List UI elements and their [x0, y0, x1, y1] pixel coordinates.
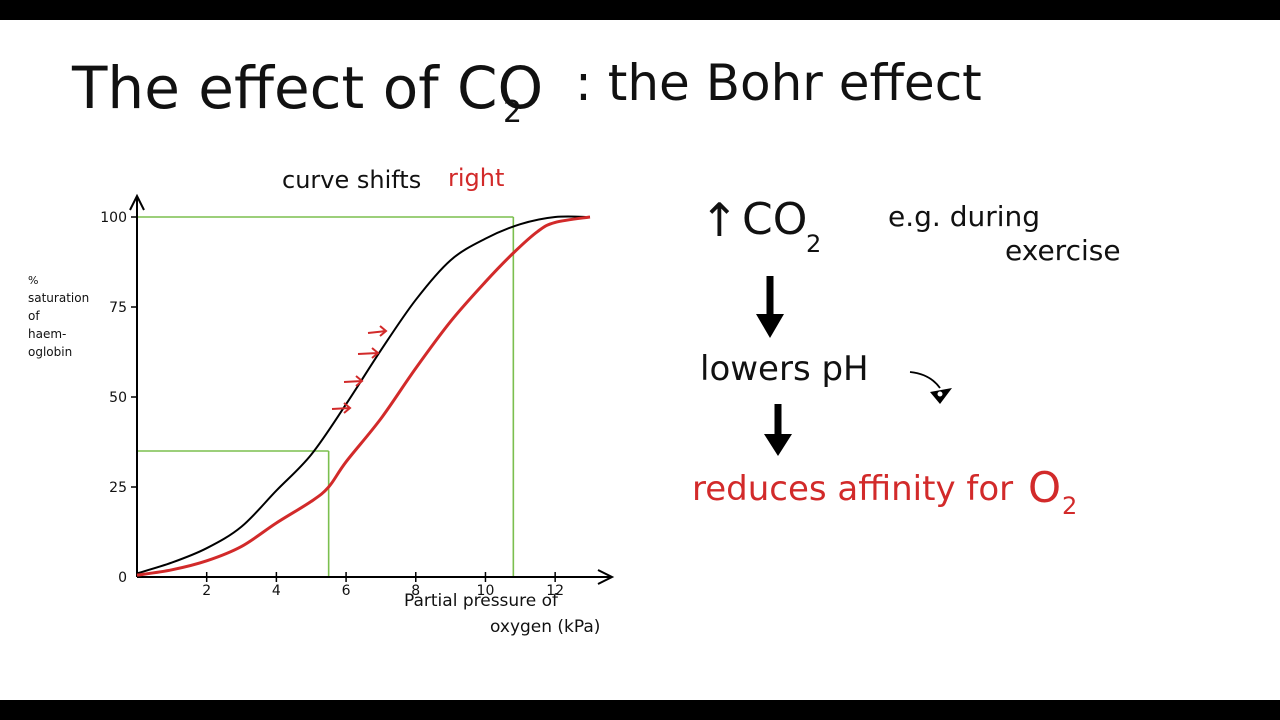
shift-arrow-icon [331, 402, 352, 414]
title-subscript: 2 [503, 95, 522, 130]
x-label-line: oxygen (kPa) [490, 617, 600, 637]
y-label-line: % [28, 274, 38, 287]
flow-diagram: ↑ CO 2 e.g. during exercise lowers pH re… [692, 193, 1121, 520]
series-line-normal [136, 215, 591, 575]
y-axis-label: % saturation of haem- oglobin [28, 274, 89, 359]
guide-lines [137, 216, 515, 577]
shift-arrows [331, 325, 388, 414]
chart-caption: curve shifts right [282, 164, 504, 194]
y-tick-label: 25 [109, 480, 127, 496]
y-label-line: of [28, 309, 40, 323]
down-arrow-icon [756, 276, 784, 338]
chart-axes [129, 193, 615, 585]
y-label-line: saturation [28, 291, 89, 305]
title-main: The effect of CO [71, 54, 543, 122]
flow-o2-subscript: 2 [1062, 492, 1077, 520]
caption-prefix: curve shifts [282, 166, 421, 194]
x-tick-label: 4 [272, 583, 281, 599]
slide: The effect of CO 2 : the Bohr effect cur… [0, 20, 1280, 700]
flow-co2-text: CO [742, 194, 807, 245]
y-tick-label: 0 [118, 570, 127, 586]
slide-canvas: The effect of CO 2 : the Bohr effect cur… [28, 54, 1121, 637]
series-line-shifted [136, 215, 591, 577]
x-tick-label: 6 [342, 583, 351, 599]
x-axis-arrow-icon [597, 569, 615, 585]
x-tick-label: 10 [477, 583, 495, 599]
y-tick-labels: 0 25 50 75 100 [100, 210, 137, 586]
x-tick-label: 2 [202, 583, 211, 599]
x-tick-labels: 2 4 6 8 10 12 [202, 572, 564, 599]
down-arrow-icon [764, 404, 792, 456]
up-arrow-icon: ↑ [700, 193, 739, 247]
y-tick-label: 75 [109, 300, 127, 316]
flow-reduces-affinity: reduces affinity for [692, 469, 1013, 509]
y-axis-arrow-icon [129, 193, 145, 211]
chart-series [136, 215, 591, 577]
shift-arrow-icon [357, 347, 380, 359]
y-tick-label: 100 [100, 210, 127, 226]
slide-title: The effect of CO 2 : the Bohr effect [71, 54, 982, 130]
shift-arrow-icon [367, 325, 388, 337]
y-tick-label: 50 [109, 390, 127, 406]
title-rest: : the Bohr effect [575, 54, 982, 112]
flow-co2-subscript: 2 [806, 230, 821, 258]
y-label-line: oglobin [28, 345, 72, 359]
caption-highlight: right [448, 164, 504, 192]
small-pointer-icon [909, 371, 952, 404]
x-tick-label: 12 [546, 583, 564, 599]
x-tick-label: 8 [411, 583, 420, 599]
x-axis-label: Partial pressure of oxygen (kPa) [404, 591, 600, 637]
x-label-line: Partial pressure of [404, 591, 559, 611]
flow-o2-text: O [1028, 463, 1061, 512]
y-label-line: haem- [28, 327, 66, 341]
flow-example-line2: exercise [1005, 234, 1121, 267]
oxygen-dissociation-chart: 2 4 6 8 10 12 0 25 50 75 100 % saturation of haem… [28, 193, 615, 637]
shift-arrow-icon [343, 375, 364, 387]
flow-lowers-ph: lowers pH [700, 349, 869, 389]
flow-example-line1: e.g. during [888, 200, 1040, 233]
